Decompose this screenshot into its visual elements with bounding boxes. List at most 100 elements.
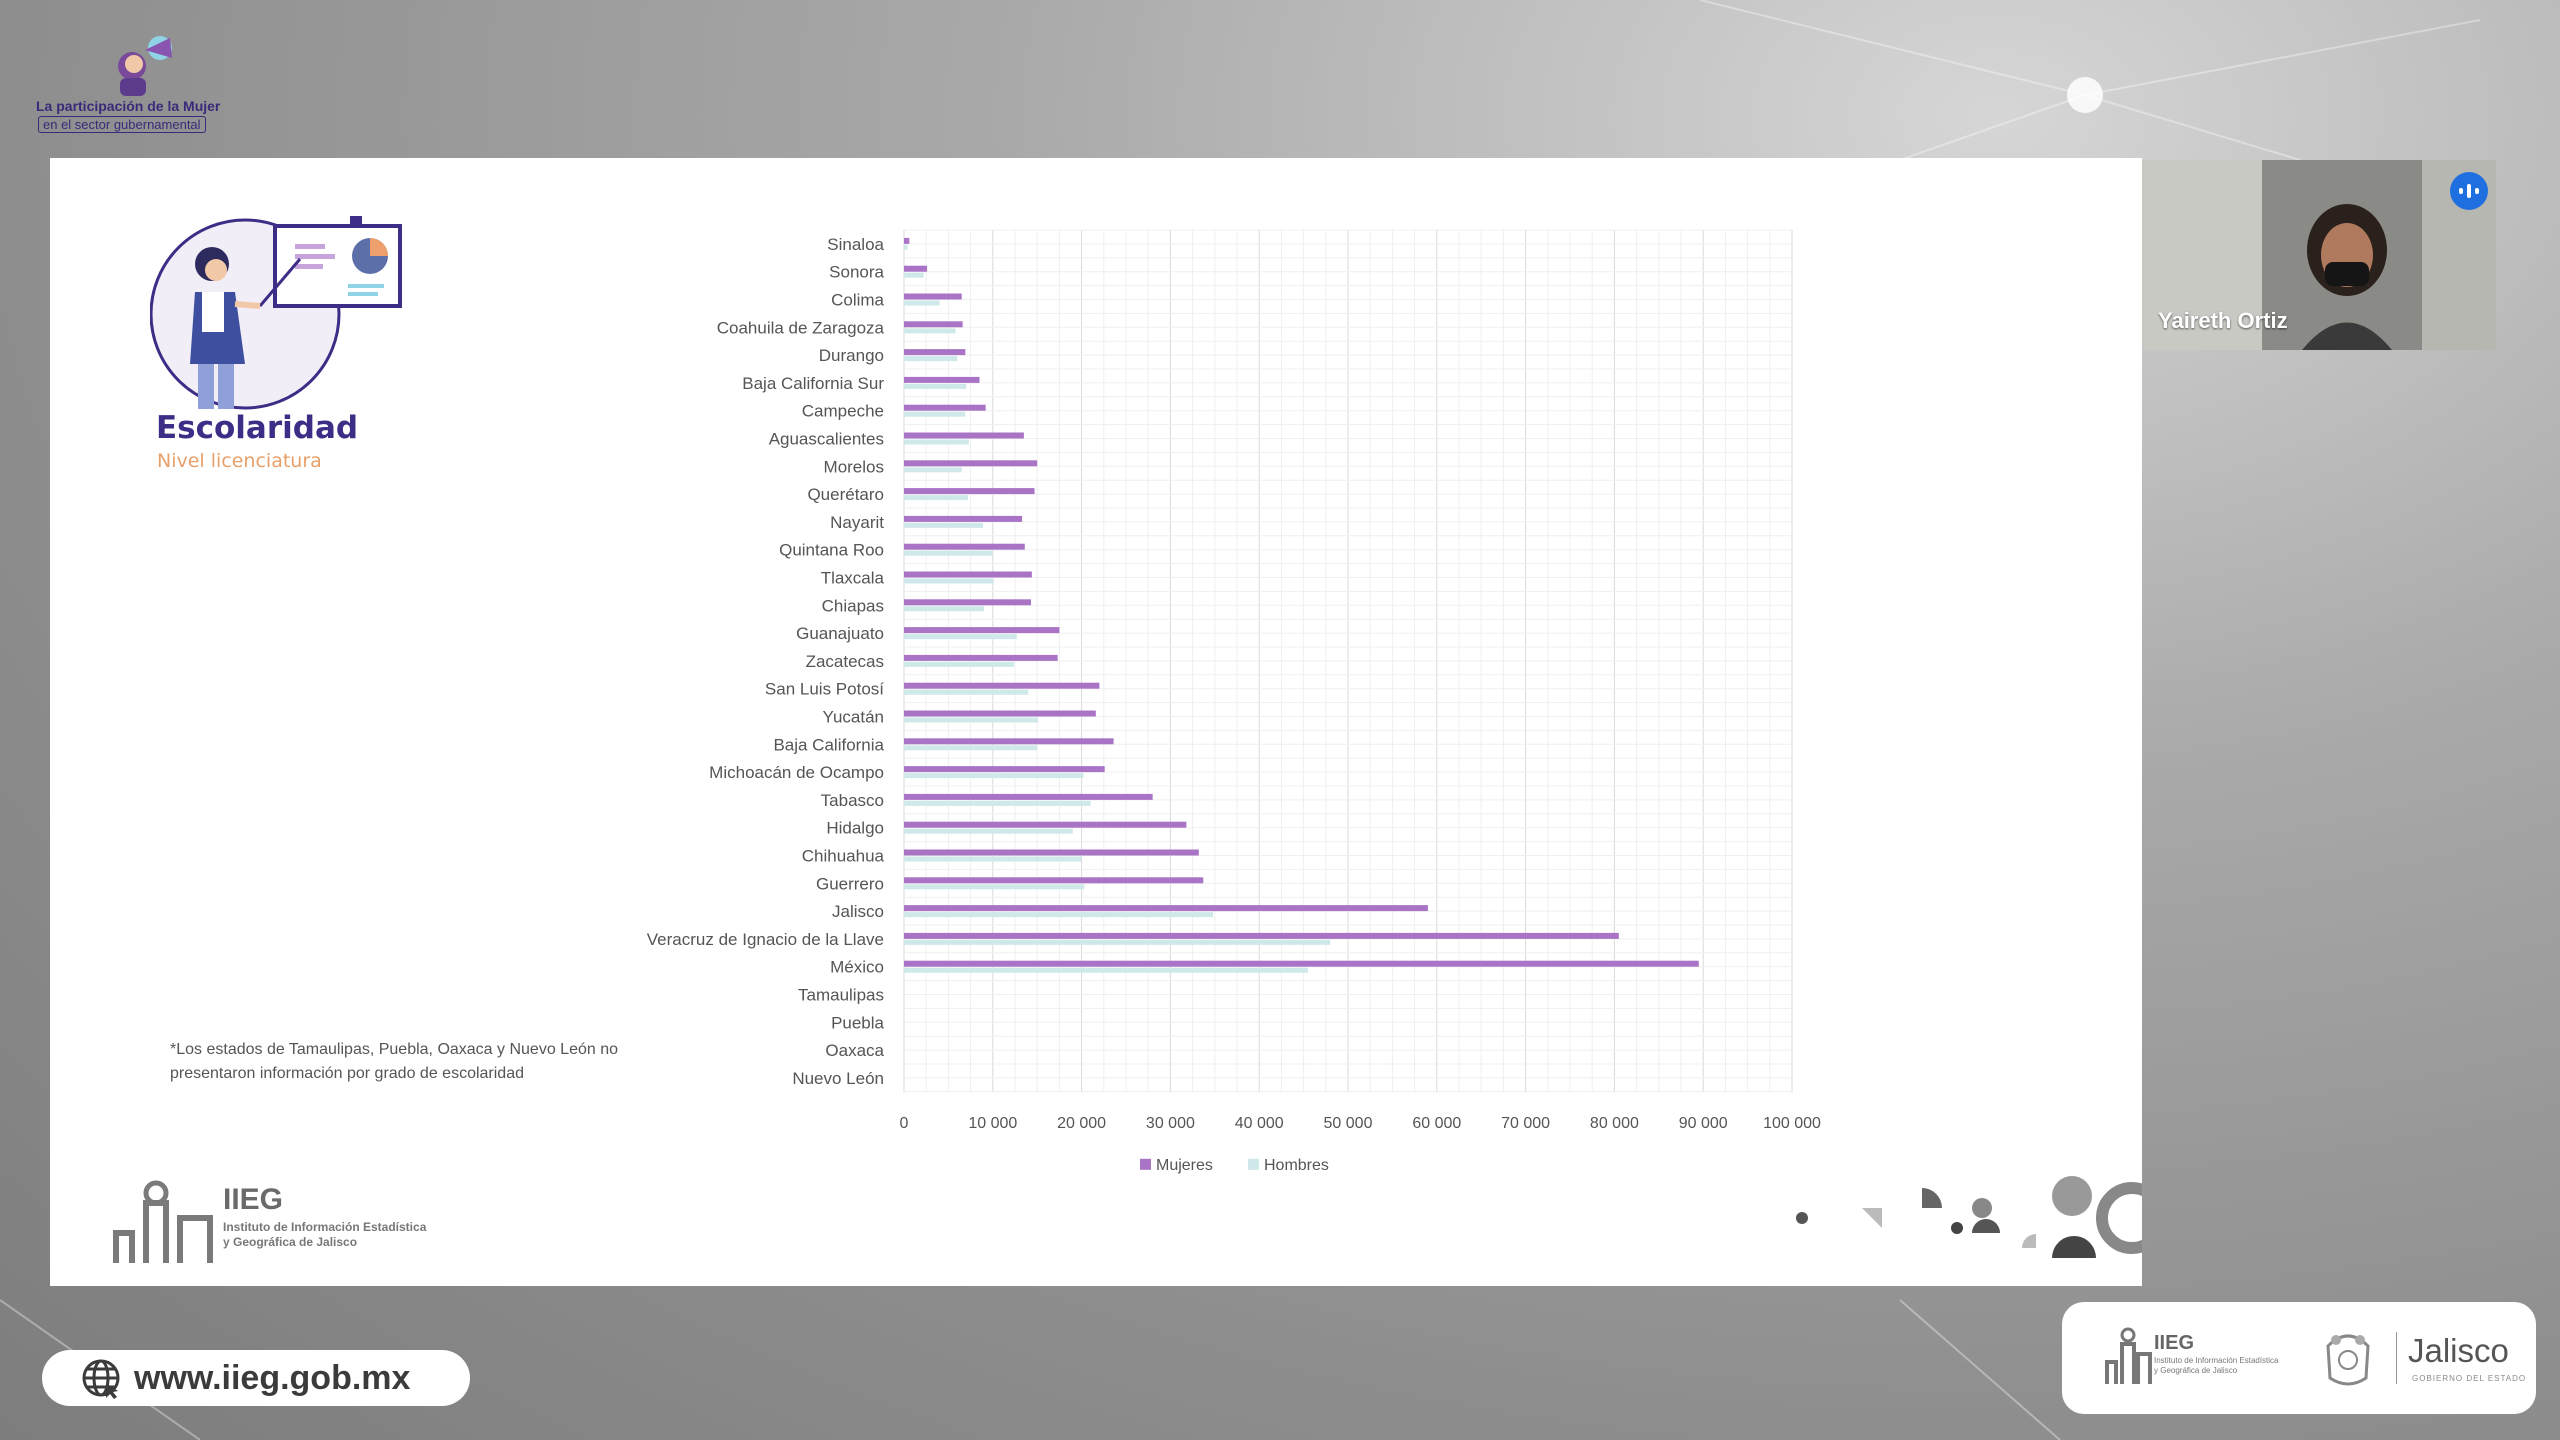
bar-mujeres: [904, 932, 1619, 939]
event-title: La participación de la Mujer: [36, 98, 221, 114]
bar-hombres: [904, 606, 984, 612]
y-tick-label: Aguascalientes: [769, 430, 884, 449]
bar-hombres: [904, 828, 1073, 834]
y-tick-label: Sonora: [829, 263, 884, 282]
bar-hombres: [904, 495, 968, 501]
bar-mujeres: [904, 766, 1105, 773]
bar-hombres: [904, 634, 1017, 640]
bar-mujeres: [904, 599, 1031, 606]
y-tick-label: Hidalgo: [826, 819, 884, 838]
website-url[interactable]: www.iieg.gob.mx: [134, 1358, 411, 1397]
bar-hombres: [904, 272, 924, 278]
y-tick-label: Tamaulipas: [798, 986, 884, 1005]
x-tick-label: 80 000: [1590, 1115, 1639, 1132]
globe-icon: [82, 1359, 120, 1399]
bar-mujeres: [904, 960, 1699, 967]
bar-mujeres: [904, 488, 1035, 495]
audio-indicator-button[interactable]: [2450, 172, 2488, 210]
y-tick-label: Nayarit: [830, 513, 884, 532]
bar-mujeres: [904, 543, 1025, 550]
bar-hombres: [904, 939, 1331, 945]
bar-hombres: [904, 717, 1039, 723]
video-background-wall: [2142, 160, 2262, 350]
bar-hombres: [904, 328, 956, 334]
x-tick-label: 100 000: [1763, 1115, 1821, 1132]
bar-hombres: [904, 356, 958, 362]
x-tick-label: 90 000: [1679, 1115, 1728, 1132]
y-tick-label: Veracruz de Ignacio de la Llave: [647, 930, 884, 949]
brand-jalisco: Jalisco: [2408, 1332, 2509, 1369]
y-tick-label: Guanajuato: [796, 624, 884, 643]
bar-mujeres: [904, 349, 966, 356]
jalisco-seal-icon: [2326, 1334, 2370, 1386]
x-tick-label: 10 000: [968, 1115, 1017, 1132]
decorative-dots: [1796, 1176, 2142, 1258]
y-tick-label: Durango: [819, 346, 884, 365]
bar-mujeres: [904, 321, 963, 328]
y-tick-label: Oaxaca: [825, 1041, 884, 1060]
brand-separator: [2396, 1332, 2397, 1384]
y-tick-label: Colima: [831, 291, 884, 310]
y-tick-label: Puebla: [831, 1013, 884, 1032]
brand-iieg-desc: Instituto de Información Estadística y G…: [2154, 1356, 2279, 1375]
bar-hombres: [904, 745, 1038, 751]
bar-hombres: [904, 439, 969, 445]
event-subtitle: en el sector gubernamental: [38, 116, 206, 133]
legend-label-mujeres: Mujeres: [1156, 1157, 1213, 1174]
y-tick-label: Querétaro: [807, 485, 884, 504]
bar-hombres: [904, 884, 1085, 890]
bar-mujeres: [904, 877, 1204, 884]
y-tick-label: Campeche: [802, 402, 884, 421]
y-tick-label: Baja California: [773, 735, 884, 754]
legend-swatch-mujeres: [1140, 1158, 1151, 1170]
y-tick-label: Sinaloa: [827, 235, 884, 254]
brand-logos: IIEG Instituto de Información Estadístic…: [2062, 1302, 2536, 1414]
presentation-slide: Escolaridad Nivel licenciatura Sinaloa So…: [50, 158, 2142, 1286]
chart-footnote: *Los estados de Tamaulipas, Puebla, Oaxa…: [170, 1041, 618, 1082]
x-tick-label: 50 000: [1324, 1115, 1373, 1132]
legend-label-hombres: Hombres: [1264, 1157, 1329, 1174]
participant-figure: [2302, 204, 2392, 350]
woman-speaking-icon: [118, 36, 172, 96]
legend-swatch-hombres: [1248, 1158, 1259, 1170]
bar-mujeres: [904, 376, 980, 383]
bar-hombres: [904, 550, 993, 556]
bar-mujeres: [904, 905, 1428, 912]
x-tick-label: 20 000: [1057, 1115, 1106, 1132]
bar-mujeres: [904, 432, 1024, 439]
y-tick-label: Chihuahua: [802, 847, 885, 866]
y-tick-label: Quintana Roo: [779, 541, 884, 560]
bar-hombres: [904, 578, 994, 584]
y-tick-label: Jalisco: [832, 902, 884, 921]
bar-mujeres: [904, 571, 1032, 578]
y-tick-label: México: [830, 958, 884, 977]
x-tick-label: 0: [900, 1115, 909, 1132]
audio-wave-icon: [2459, 184, 2479, 198]
bar-hombres: [904, 661, 1015, 667]
bar-mujeres: [904, 627, 1060, 634]
website-link[interactable]: www.iieg.gob.mx: [42, 1350, 470, 1406]
y-tick-label: Guerrero: [816, 874, 884, 893]
y-tick-label: Michoacán de Ocampo: [709, 763, 884, 782]
bar-mujeres: [904, 682, 1100, 689]
bar-mujeres: [904, 237, 910, 244]
y-tick-label: Baja California Sur: [742, 374, 884, 393]
participant-name: Yaireth Ortiz: [2158, 308, 2288, 333]
bar-mujeres: [904, 265, 928, 272]
participant-video[interactable]: Yaireth Ortiz: [2142, 160, 2496, 350]
x-tick-label: 30 000: [1146, 1115, 1195, 1132]
city-pin-icon: [2105, 1327, 2152, 1384]
bar-hombres: [904, 467, 962, 473]
bar-hombres: [904, 522, 984, 528]
brand-jalisco-sub: GOBIERNO DEL ESTADO: [2412, 1374, 2527, 1383]
y-tick-label: Coahuila de Zaragoza: [717, 318, 885, 337]
x-tick-label: 60 000: [1412, 1115, 1461, 1132]
y-tick-label: Nuevo León: [792, 1069, 884, 1088]
bar-mujeres: [904, 460, 1038, 467]
teacher-presenting-icon: [150, 216, 402, 410]
bar-mujeres: [904, 738, 1114, 745]
y-tick-label: Morelos: [824, 457, 884, 476]
section-title: Escolaridad: [156, 410, 359, 446]
iieg-logo: IIEG Instituto de Información Estadístic…: [110, 1178, 450, 1268]
bar-hombres: [904, 383, 967, 389]
